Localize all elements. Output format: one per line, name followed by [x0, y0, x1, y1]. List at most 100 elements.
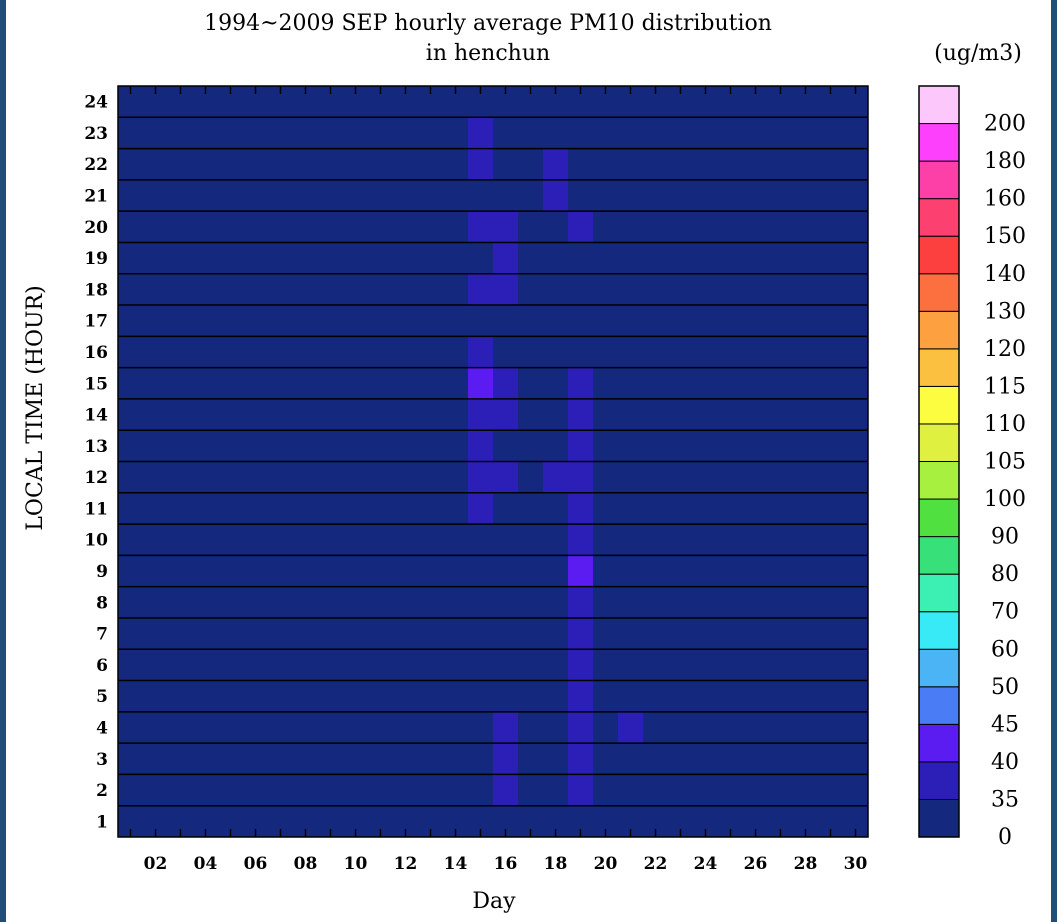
- heatmap-cell: [468, 461, 493, 493]
- colorbar-swatch: [918, 160, 960, 200]
- y-tick-label: 5: [96, 687, 108, 707]
- heatmap-cell: [568, 649, 593, 681]
- colorbar-label: 150: [984, 224, 1026, 249]
- y-tick-label: 6: [96, 656, 108, 676]
- x-tick-label: 18: [544, 854, 568, 874]
- colorbar-unit-label: (ug/m3): [934, 41, 1022, 66]
- heatmap-cell: [568, 774, 593, 806]
- y-tick-label: 1: [96, 812, 108, 832]
- x-tick-label: 10: [344, 854, 368, 874]
- x-tick-label: 14: [444, 854, 468, 874]
- colorbar-swatch: [918, 611, 960, 650]
- colorbar-label: 90: [991, 525, 1019, 550]
- heatmap-cell: [568, 711, 593, 744]
- y-tick-label: 2: [96, 781, 108, 801]
- plot-area: [117, 85, 869, 838]
- y-tick-label: 3: [96, 750, 108, 770]
- y-tick-label: 12: [84, 468, 108, 488]
- colorbar: 0 35 40 45 50 60 70 80 90 100 105 110 115 120 130 140 15…: [918, 85, 1026, 850]
- colorbar-label: 180: [984, 149, 1026, 174]
- heatmap-cell: [468, 211, 493, 243]
- x-tick-label: 04: [194, 854, 218, 874]
- colorbar-swatch: [918, 123, 960, 162]
- heatmap-cell: [493, 367, 518, 399]
- heatmap-cell: [493, 242, 518, 274]
- colorbar-swatch: [918, 686, 960, 725]
- colorbar-label: 105: [984, 450, 1026, 475]
- heatmap-cell: [468, 273, 493, 306]
- colorbar-label: 0: [998, 825, 1012, 850]
- colorbar-swatch: [918, 498, 960, 538]
- heatmap-cell: [543, 148, 568, 180]
- colorbar-label: 100: [984, 487, 1026, 512]
- heatmap-cell: [493, 461, 518, 493]
- y-tick-label: 22: [84, 155, 108, 175]
- y-tick-label: 9: [96, 562, 108, 582]
- y-tick-label: 18: [84, 280, 108, 300]
- heatmap-cell: [568, 430, 593, 462]
- colorbar-swatch: [918, 310, 960, 350]
- x-tick-label: 16: [494, 854, 518, 874]
- colorbar-swatch: [918, 235, 960, 275]
- colorbar-swatch: [918, 723, 960, 763]
- chart-title-line2: in henchun: [426, 41, 550, 66]
- y-tick-label: 16: [84, 343, 108, 363]
- y-tick-label: 24: [84, 93, 108, 113]
- y-tick-label: 21: [84, 187, 108, 207]
- x-axis-label: Day: [472, 889, 516, 914]
- heatmap-cell: [468, 367, 493, 399]
- colorbar-swatch: [918, 273, 960, 312]
- x-tick-label: 22: [644, 854, 668, 874]
- y-tick-label: 11: [84, 499, 108, 519]
- heatmap-cell: [493, 273, 518, 306]
- x-axis-ticks: 02 04 06 08 10 12 14 16 18 20 22 24 26 28 30: [129, 86, 867, 874]
- heatmap-cell: [568, 211, 593, 243]
- heatmap-cell: [493, 774, 518, 806]
- heatmap-cell: [468, 398, 493, 431]
- y-tick-label: 4: [96, 718, 108, 738]
- colorbar-swatch: [918, 85, 960, 125]
- colorbar-label: 60: [991, 637, 1019, 662]
- x-tick-label: 02: [144, 854, 168, 874]
- colorbar-swatch: [918, 198, 960, 237]
- x-tick-label: 08: [294, 854, 318, 874]
- heatmap-cell: [543, 461, 568, 493]
- plot-border: [117, 85, 869, 838]
- x-tick-label: 06: [244, 854, 268, 874]
- heatmap-cell: [568, 367, 593, 399]
- heatmap-cell: [468, 492, 493, 525]
- colorbar-label: 40: [991, 750, 1019, 775]
- y-tick-label: 20: [84, 218, 108, 238]
- heatmap-cell: [568, 524, 593, 556]
- heatmap-cell: [468, 117, 493, 149]
- heatmap-cell: [468, 430, 493, 462]
- heatmap-cell: [543, 179, 568, 212]
- heatmap-cell: [493, 711, 518, 744]
- colorbar-label: 50: [991, 675, 1019, 700]
- heatmap-cell: [568, 398, 593, 431]
- heatmap-cell: [468, 148, 493, 180]
- colorbar-label: 130: [984, 299, 1026, 324]
- y-tick-label: 19: [84, 249, 108, 269]
- y-tick-label: 10: [84, 531, 108, 551]
- colorbar-swatch: [918, 385, 960, 425]
- heatmap-cell: [568, 461, 593, 493]
- colorbar-swatch: [918, 423, 960, 463]
- chart-title-line1: 1994~2009 SEP hourly average PM10 distri…: [204, 11, 772, 36]
- colorbar-label: 45: [991, 712, 1019, 737]
- colorbar-label: 160: [984, 187, 1026, 212]
- y-tick-label: 8: [96, 593, 108, 613]
- x-tick-label: 28: [794, 854, 818, 874]
- colorbar-label: 115: [984, 374, 1026, 399]
- y-tick-label: 17: [84, 312, 108, 332]
- colorbar-swatch: [918, 348, 960, 387]
- heatmap-cell: [568, 492, 593, 525]
- y-tick-label: 23: [84, 124, 108, 144]
- colorbar-swatch: [918, 798, 960, 838]
- y-axis-label: LOCAL TIME (HOUR): [23, 285, 48, 530]
- colorbar-swatch: [918, 573, 960, 613]
- colorbar-label: 35: [991, 787, 1019, 812]
- colorbar-border: [918, 85, 960, 838]
